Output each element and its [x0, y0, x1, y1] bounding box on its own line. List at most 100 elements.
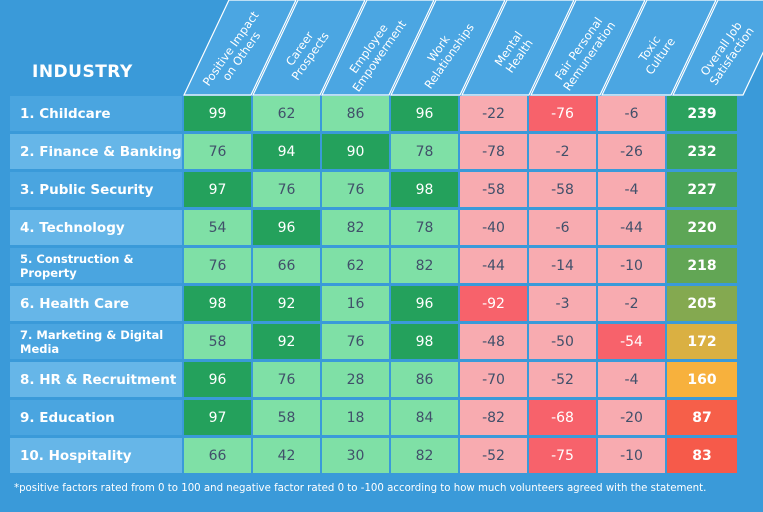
table-row: 4. Technology 54 96 82 78 -40 -6 -44 220: [10, 210, 745, 245]
data-cell: 99: [184, 96, 251, 131]
data-cell: 78: [391, 134, 458, 169]
data-cell: 62: [322, 248, 389, 283]
data-cell: 18: [322, 400, 389, 435]
data-cell: -40: [460, 210, 527, 245]
data-cell: 78: [391, 210, 458, 245]
data-cell: 76: [253, 172, 320, 207]
data-cell: 97: [184, 400, 251, 435]
industry-name: 5. Construction & Property: [10, 248, 182, 283]
overall-score-cell: 239: [667, 96, 737, 131]
data-cell: 66: [184, 438, 251, 473]
overall-score-cell: 218: [667, 248, 737, 283]
data-cell: 82: [391, 248, 458, 283]
data-cell: -68: [529, 400, 596, 435]
industry-name: 4. Technology: [10, 210, 182, 245]
data-cell: 96: [391, 286, 458, 321]
overall-score-cell: 87: [667, 400, 737, 435]
data-cell: -75: [529, 438, 596, 473]
data-cell: 66: [253, 248, 320, 283]
data-cell: -10: [598, 438, 665, 473]
data-cell: 58: [184, 324, 251, 359]
data-cell: 98: [391, 324, 458, 359]
data-cell: -14: [529, 248, 596, 283]
industry-name: 8. HR & Recruitment: [10, 362, 182, 397]
data-cell: 92: [253, 286, 320, 321]
data-table: 1. Childcare 99 62 86 96 -22 -76 -6 239 2. Financ…: [10, 96, 745, 476]
data-cell: 62: [253, 96, 320, 131]
data-cell: -58: [529, 172, 596, 207]
data-cell: 76: [253, 362, 320, 397]
column-header-bg: [252, 0, 366, 96]
data-cell: 86: [391, 362, 458, 397]
industry-name: 7. Marketing & Digital Media: [10, 324, 182, 359]
data-cell: 76: [184, 248, 251, 283]
data-cell: -10: [598, 248, 665, 283]
data-cell: -82: [460, 400, 527, 435]
data-cell: 94: [253, 134, 320, 169]
data-cell: -2: [529, 134, 596, 169]
data-cell: 28: [322, 362, 389, 397]
data-cell: 98: [184, 286, 251, 321]
column-header-bg: [183, 0, 297, 96]
data-cell: -54: [598, 324, 665, 359]
data-cell: -2: [598, 286, 665, 321]
data-cell: -22: [460, 96, 527, 131]
table-row: 7. Marketing & Digital Media 58 92 76 98 -48-…: [10, 324, 745, 359]
data-cell: -52: [460, 438, 527, 473]
data-cell: -26: [598, 134, 665, 169]
data-cell: -6: [598, 96, 665, 131]
table-row: 5. Construction & Property 76 66 62 82 -44 -14…: [10, 248, 745, 283]
column-header-bg: [390, 0, 506, 96]
data-cell: -4: [598, 172, 665, 207]
table-row: 3. Public Security 97 76 76 98 -58 -58 -4 227: [10, 172, 745, 207]
row-header-label: INDUSTRY: [32, 62, 133, 82]
data-cell: -70: [460, 362, 527, 397]
data-cell: 82: [322, 210, 389, 245]
column-header-bg: [461, 0, 575, 96]
overall-score-cell: 232: [667, 134, 737, 169]
industry-name: 1. Childcare: [10, 96, 182, 131]
data-cell: 98: [391, 172, 458, 207]
overall-score-cell: 227: [667, 172, 737, 207]
data-cell: -78: [460, 134, 527, 169]
industry-name: 2. Finance & Banking: [10, 134, 182, 169]
data-cell: -4: [598, 362, 665, 397]
data-cell: 86: [322, 96, 389, 131]
table-row: 1. Childcare 99 62 86 96 -22 -76 -6 239: [10, 96, 745, 131]
data-cell: 76: [322, 324, 389, 359]
industry-name: 10. Hospitality: [10, 438, 182, 473]
table-row: 10. Hospitality 66 42 30 82 -52 -75 -10 83: [10, 438, 745, 473]
data-cell: 84: [391, 400, 458, 435]
data-cell: -76: [529, 96, 596, 131]
data-cell: -48: [460, 324, 527, 359]
industry-name: 9. Education: [10, 400, 182, 435]
data-cell: 96: [253, 210, 320, 245]
industry-name: 3. Public Security: [10, 172, 182, 207]
table-row: 8. HR & Recruitment 96 76 28 86 -70 -52 -4 160: [10, 362, 745, 397]
data-cell: 76: [184, 134, 251, 169]
data-cell: -44: [460, 248, 527, 283]
column-header-bg: [601, 0, 717, 96]
table-row: 6. Health Care 98 92 16 96 -92 -3 -2 205: [10, 286, 745, 321]
data-cell: 58: [253, 400, 320, 435]
data-cell: 30: [322, 438, 389, 473]
column-headers: Positive Impacton Others CareerProspects E…: [183, 0, 763, 96]
data-cell: 97: [184, 172, 251, 207]
data-cell: 90: [322, 134, 389, 169]
data-cell: -58: [460, 172, 527, 207]
overall-score-cell: 220: [667, 210, 737, 245]
data-cell: 42: [253, 438, 320, 473]
data-cell: 82: [391, 438, 458, 473]
column-header-bg: [672, 0, 763, 96]
data-cell: 54: [184, 210, 251, 245]
table-row: 9. Education 97 58 18 84 -82 -68 -20 87: [10, 400, 745, 435]
column-header-bg: [321, 0, 435, 96]
overall-score-cell: 205: [667, 286, 737, 321]
overall-score-cell: 83: [667, 438, 737, 473]
data-cell: -92: [460, 286, 527, 321]
data-cell: -20: [598, 400, 665, 435]
data-cell: 16: [322, 286, 389, 321]
data-cell: -52: [529, 362, 596, 397]
overall-score-cell: 172: [667, 324, 737, 359]
data-cell: 96: [391, 96, 458, 131]
